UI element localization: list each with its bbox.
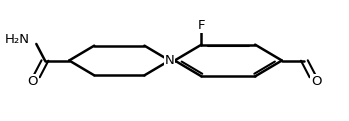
Text: N: N [165, 54, 174, 67]
Text: O: O [311, 75, 322, 88]
Text: F: F [198, 19, 205, 32]
Text: O: O [28, 75, 38, 88]
Text: H₂N: H₂N [5, 33, 30, 46]
